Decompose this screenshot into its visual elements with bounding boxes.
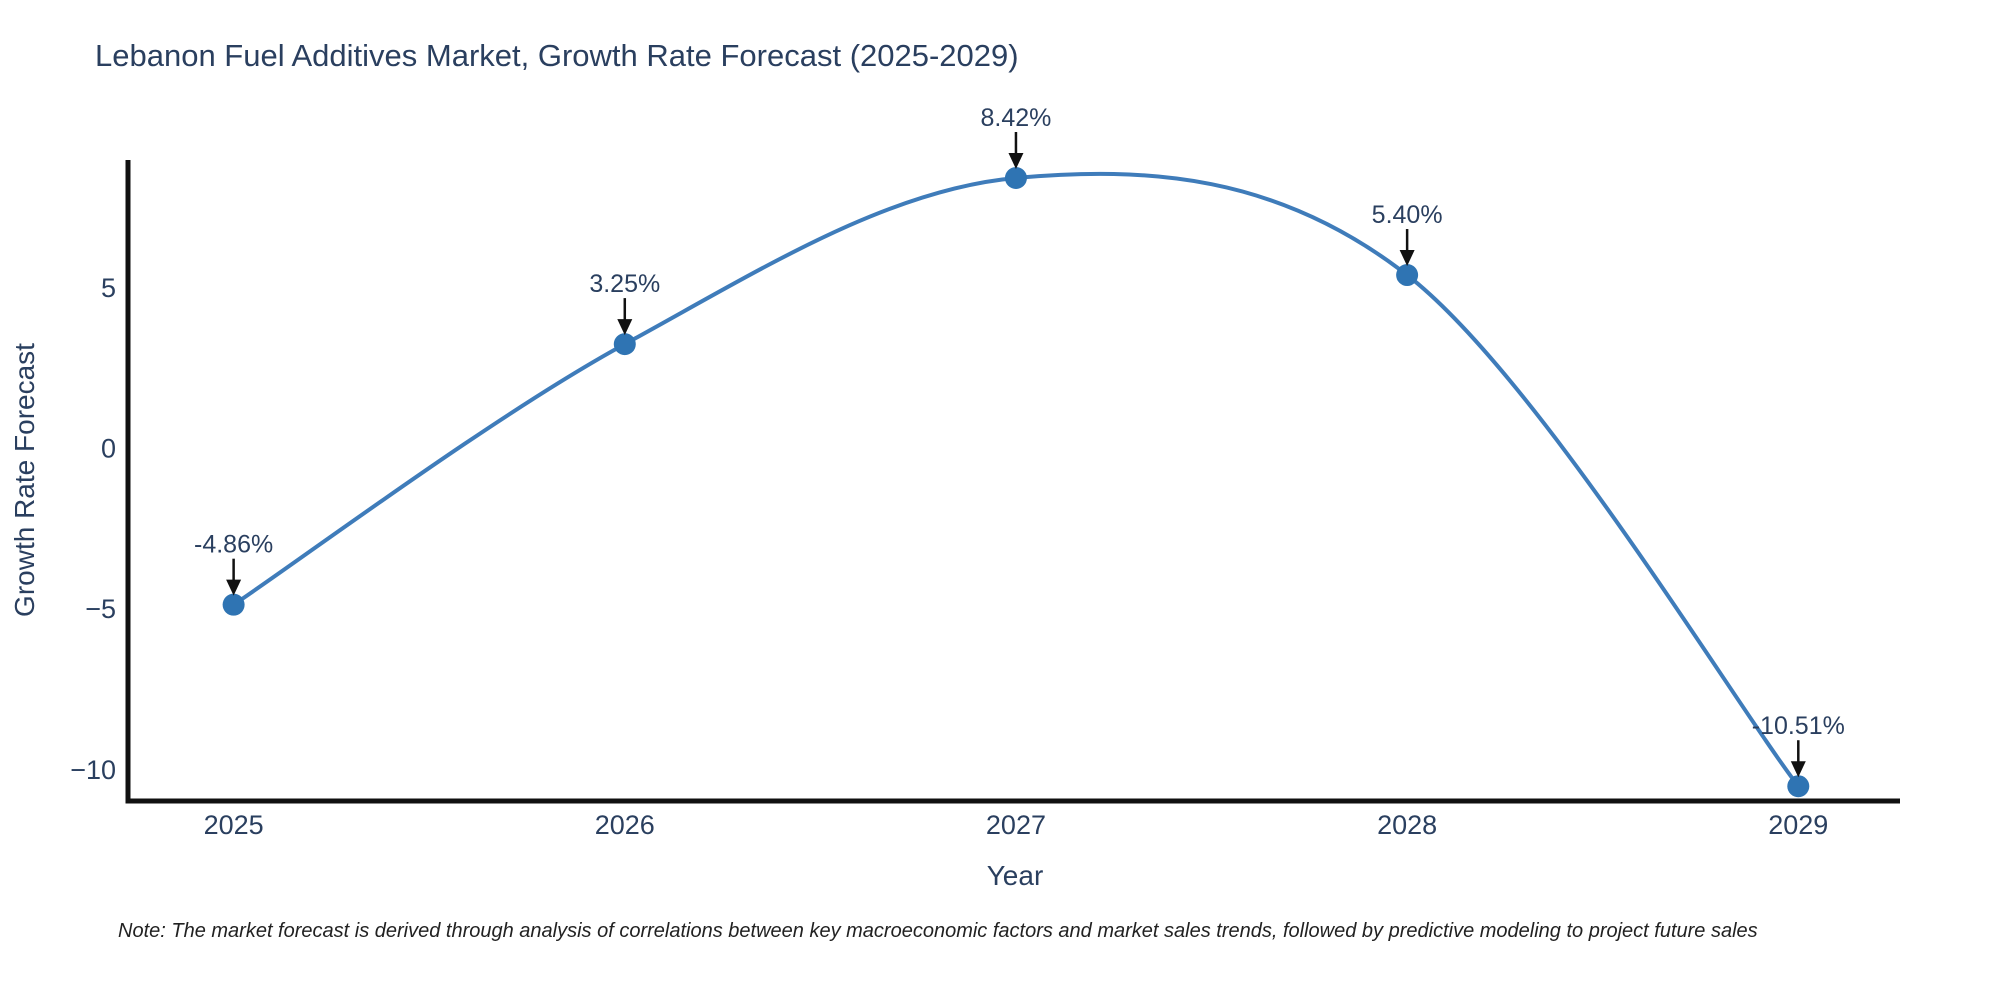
y-tick-label: 0 <box>101 434 116 464</box>
x-tick-label: 2025 <box>204 810 264 840</box>
data-point-marker <box>1787 775 1810 798</box>
y-tick-label: −5 <box>85 594 116 624</box>
data-point-marker <box>222 593 245 616</box>
y-tick-label: −10 <box>70 755 116 785</box>
annotation-arrowhead <box>1008 152 1024 169</box>
annotation-label: 8.42% <box>981 104 1052 132</box>
y-tick-label: 5 <box>101 273 116 303</box>
annotation-arrowhead <box>617 319 633 336</box>
annotation-layer: -4.86% 3.25% 8.42% 5.40% -10.51% <box>194 104 1845 778</box>
annotation-label: -4.86% <box>194 531 273 559</box>
annotation-arrowhead <box>1790 761 1806 778</box>
data-point-marker <box>1004 166 1027 189</box>
x-tick-label: 2026 <box>595 810 655 840</box>
x-tick-label: 2027 <box>986 810 1046 840</box>
data-point-marker <box>613 333 636 356</box>
annotation-label: 5.40% <box>1372 201 1443 229</box>
x-axis-title: Year <box>987 860 1044 891</box>
series-layer <box>222 166 1810 798</box>
data-point-marker <box>1396 264 1419 287</box>
axis-layer: 2025 2026 2027 2028 2029 5 0 −5 −10 <box>70 160 1900 840</box>
x-tick-label: 2029 <box>1768 810 1828 840</box>
annotation-arrowhead <box>226 579 242 596</box>
annotation-label: 3.25% <box>589 270 660 298</box>
annotation-label: -10.51% <box>1752 712 1845 740</box>
growth-line <box>232 171 1800 788</box>
x-tick-label: 2028 <box>1377 810 1437 840</box>
footnote: Note: The market forecast is derived thr… <box>118 920 1758 942</box>
annotation-arrowhead <box>1399 250 1415 267</box>
chart-title: Lebanon Fuel Additives Market, Growth Ra… <box>95 38 1019 73</box>
y-axis-title: Growth Rate Forecast <box>9 343 40 617</box>
